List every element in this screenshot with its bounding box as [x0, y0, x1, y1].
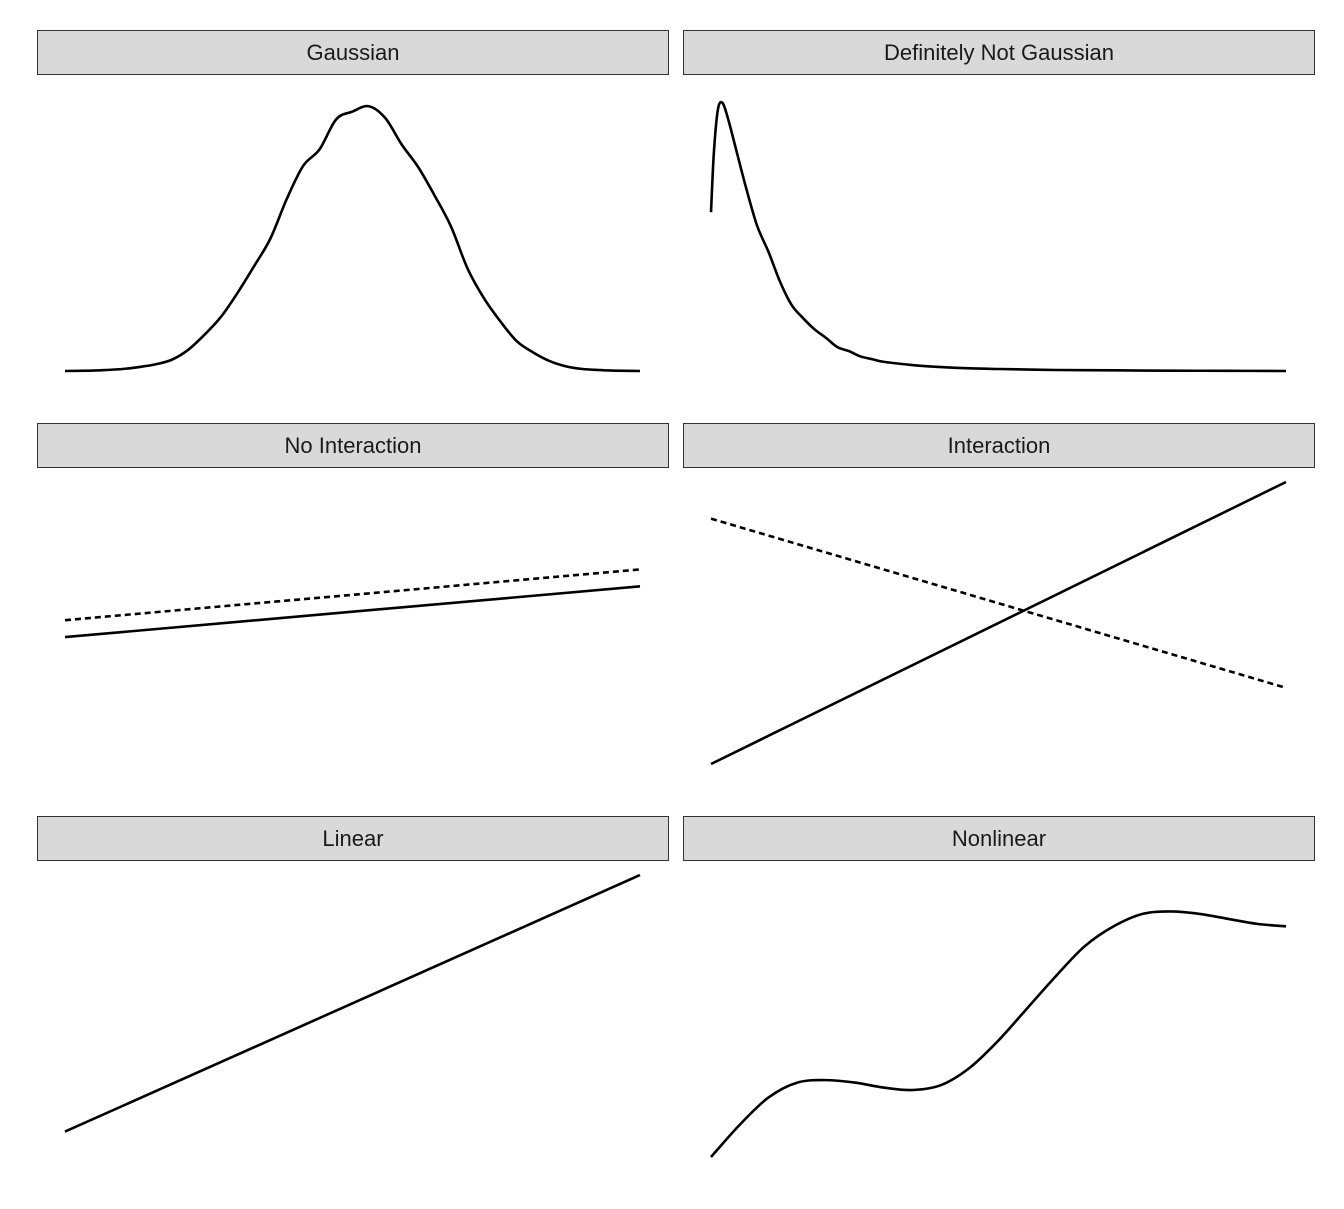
- panel-interaction: Interaction: [683, 423, 1315, 796]
- panel-title-definitely-not-gaussian: Definitely Not Gaussian: [683, 30, 1315, 75]
- panel-title-gaussian: Gaussian: [37, 30, 669, 75]
- series-line-solid: [710, 480, 1287, 766]
- series-line-solid: [64, 585, 641, 639]
- plot-no-interaction: [64, 568, 641, 639]
- panel-title-no-interaction: No Interaction: [37, 423, 669, 468]
- series-line-dashed: [64, 568, 641, 622]
- panel-no-interaction: No Interaction: [37, 423, 669, 796]
- panel-definitely-not-gaussian: Definitely Not Gaussian: [683, 30, 1315, 403]
- series-line-dashed: [710, 517, 1287, 690]
- plot-gaussian: [64, 104, 641, 373]
- plot-linear: [64, 873, 641, 1133]
- series-line-solid: [64, 873, 641, 1133]
- panel-title-interaction: Interaction: [683, 423, 1315, 468]
- plot-definitely-not-gaussian: [709, 100, 1287, 373]
- plot-interaction: [710, 480, 1287, 766]
- series-line-solid: [709, 100, 1287, 373]
- panel-title-linear: Linear: [37, 816, 669, 861]
- series-line-solid: [710, 910, 1287, 1158]
- panel-gaussian: Gaussian: [37, 30, 669, 403]
- panel-title-nonlinear: Nonlinear: [683, 816, 1315, 861]
- panel-linear: Linear: [37, 816, 669, 1189]
- plot-nonlinear: [710, 910, 1287, 1158]
- series-line-solid: [64, 104, 641, 373]
- panel-nonlinear: Nonlinear: [683, 816, 1315, 1189]
